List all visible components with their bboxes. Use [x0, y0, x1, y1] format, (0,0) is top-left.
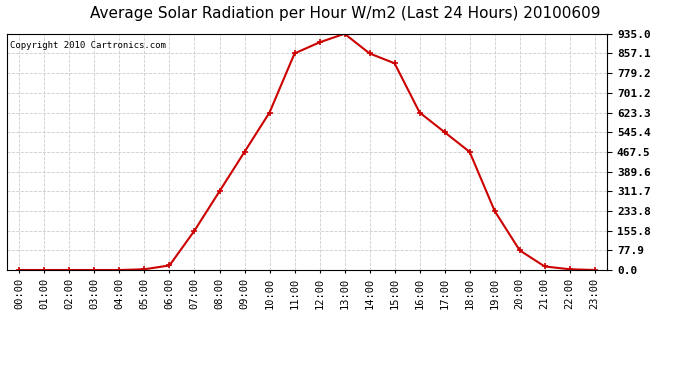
- Text: Average Solar Radiation per Hour W/m2 (Last 24 Hours) 20100609: Average Solar Radiation per Hour W/m2 (L…: [90, 6, 600, 21]
- Text: Copyright 2010 Cartronics.com: Copyright 2010 Cartronics.com: [10, 41, 166, 50]
